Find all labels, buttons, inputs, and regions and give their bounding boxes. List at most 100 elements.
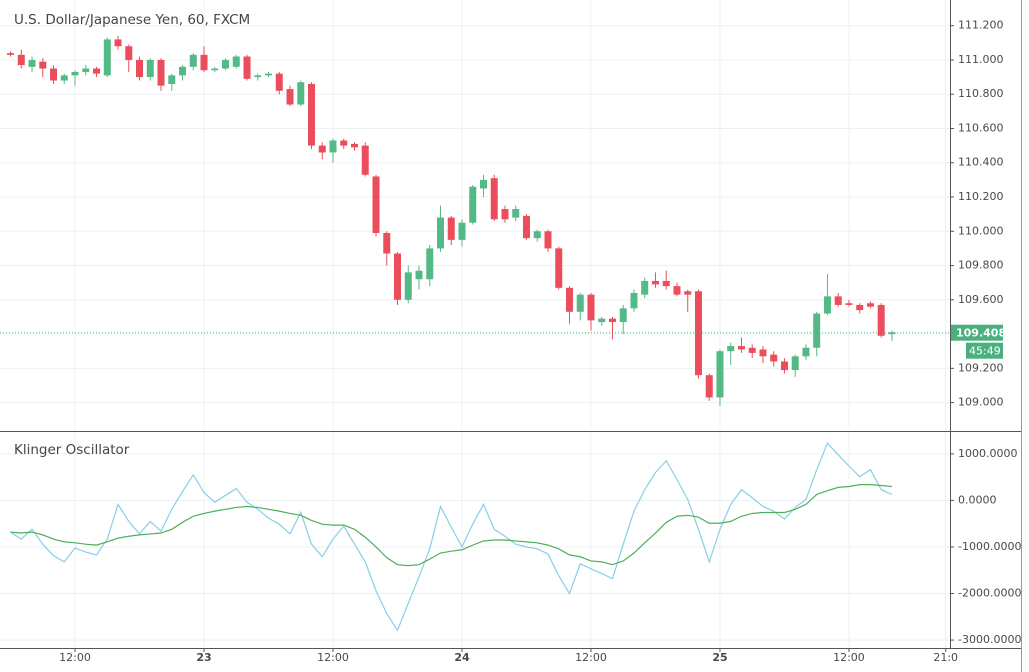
- candle-body: [544, 231, 552, 249]
- candle-body: [329, 140, 337, 153]
- candle-body: [641, 280, 649, 295]
- y-tick-label: 110.400: [958, 156, 1004, 169]
- candle-body: [436, 217, 444, 249]
- candle-body: [791, 356, 799, 371]
- y-tick-label: -2000.0000: [958, 587, 1021, 600]
- candle-body: [404, 272, 412, 300]
- candle-body: [479, 179, 487, 189]
- candle-body: [136, 59, 144, 78]
- oscillator-title: Klinger Oscillator: [14, 442, 130, 458]
- candle-body: [759, 349, 767, 357]
- x-tick-label: 24: [454, 651, 470, 664]
- candle-body: [845, 303, 853, 305]
- candle-body: [866, 303, 874, 307]
- candle-body: [17, 54, 25, 66]
- candle-body: [426, 248, 434, 280]
- chart-title: U.S. Dollar/Japanese Yen, 60, FXCM: [14, 12, 250, 28]
- countdown-label: 45:49: [969, 345, 1001, 358]
- candle-body: [361, 145, 369, 175]
- candle-body: [737, 346, 745, 350]
- candle-body: [297, 82, 305, 105]
- x-tick-label: 21:0: [933, 651, 958, 664]
- candle-body: [447, 217, 455, 240]
- candle-body: [856, 304, 864, 311]
- candle-body: [7, 53, 15, 55]
- candle-body: [662, 280, 670, 287]
- candle-body: [770, 354, 778, 362]
- candle-body: [598, 318, 606, 323]
- candle-body: [93, 68, 101, 74]
- x-tick-label: 12:00: [575, 651, 607, 664]
- x-tick-label: 23: [196, 651, 211, 664]
- candle-body: [533, 231, 541, 239]
- candle-body: [179, 66, 187, 76]
- candle-body: [576, 294, 584, 312]
- candle-body: [28, 59, 36, 67]
- candle-body: [211, 68, 219, 71]
- candle-body: [318, 145, 326, 153]
- y-tick-label: 1000.0000: [958, 447, 1018, 460]
- candle-body: [286, 89, 294, 105]
- candle-body: [522, 215, 530, 239]
- candle-body: [705, 375, 713, 398]
- candle-body: [168, 75, 176, 84]
- candle-body: [694, 291, 702, 376]
- y-tick-label: 109.200: [958, 361, 1004, 374]
- candle-body: [189, 54, 197, 67]
- y-tick-label: 110.000: [958, 224, 1004, 237]
- y-tick-label: 0.0000: [958, 493, 997, 506]
- candle-body: [243, 56, 251, 79]
- x-tick-label: 25: [712, 651, 727, 664]
- candle-body: [60, 75, 68, 81]
- candle-body: [823, 296, 831, 314]
- candle-body: [265, 73, 273, 76]
- candle-body: [103, 39, 111, 76]
- candle-body: [684, 291, 692, 295]
- y-tick-label: 110.600: [958, 121, 1004, 134]
- candle-body: [458, 222, 466, 240]
- last-price-label: 109.408: [956, 327, 1006, 340]
- candle-body: [716, 351, 724, 398]
- candle-body: [651, 280, 659, 285]
- candle-body: [555, 248, 563, 288]
- y-tick-label: 110.200: [958, 190, 1004, 203]
- countdown-box: [966, 342, 1003, 359]
- candle-body: [383, 232, 391, 254]
- candle-body: [114, 39, 122, 47]
- candle-body: [501, 209, 509, 220]
- candle-body: [254, 75, 262, 78]
- y-tick-label: -1000.0000: [958, 540, 1021, 553]
- y-tick-label: -3000.0000: [958, 633, 1021, 646]
- candle-body: [490, 178, 498, 220]
- candle-body: [727, 346, 735, 352]
- y-tick-label: 109.600: [958, 293, 1004, 306]
- y-tick-label: 110.800: [958, 87, 1004, 100]
- candle-body: [834, 296, 842, 305]
- series-line: [10, 442, 893, 632]
- candle-body: [877, 304, 885, 336]
- last-price-box: [951, 324, 1003, 341]
- candle-body: [512, 209, 520, 218]
- candle-body: [748, 347, 756, 353]
- candle-body: [275, 73, 283, 91]
- series-line: [10, 484, 893, 567]
- candle-body: [608, 318, 616, 323]
- candle-body: [888, 332, 896, 335]
- candle-body: [82, 68, 90, 72]
- candle-body: [308, 83, 316, 146]
- candle-body: [813, 313, 821, 348]
- candle-body: [372, 176, 380, 233]
- candle-body: [146, 59, 154, 78]
- candle-body: [340, 140, 348, 146]
- candle-body: [222, 59, 230, 69]
- candle-body: [393, 253, 401, 300]
- candle-body: [39, 61, 47, 69]
- candle-body: [565, 287, 573, 312]
- candle-body: [50, 68, 58, 81]
- y-tick-label: 111.200: [958, 19, 1004, 32]
- candle-body: [802, 347, 810, 357]
- candle-body: [232, 56, 240, 67]
- candle-body: [469, 186, 477, 223]
- candle-body: [673, 286, 681, 295]
- candle-body: [415, 270, 423, 280]
